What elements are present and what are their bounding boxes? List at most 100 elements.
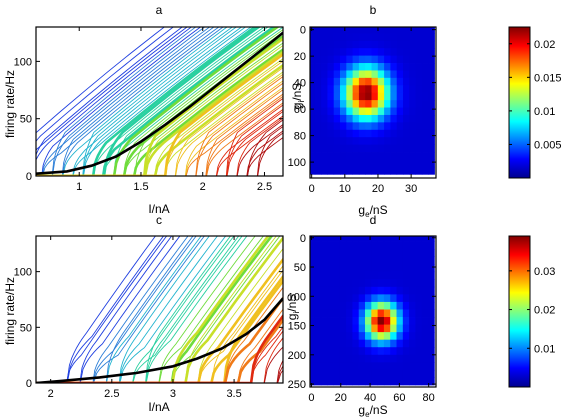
panel-b-cells [310, 27, 435, 175]
panel-b-cell [358, 55, 366, 64]
panel-d-cell [371, 294, 379, 303]
panel-d-cell [352, 236, 360, 242]
panel-d-cell [314, 377, 322, 386]
panel-b-cell [346, 85, 354, 94]
panel-d-cell [320, 236, 328, 242]
panel-d-cell [358, 324, 366, 333]
panel-d-cell [339, 241, 347, 250]
panel-d-cell [428, 339, 435, 348]
panel-b-cell [415, 77, 423, 86]
panel-d-cell [415, 271, 423, 280]
panel-b-cell [403, 137, 410, 146]
panel-b-cell [352, 152, 360, 160]
panel-b-cell [409, 100, 417, 108]
panel-d-cell [428, 301, 435, 310]
panel-d-cell [327, 347, 334, 356]
panel-b-cell [371, 114, 379, 123]
panel-b-cell [403, 70, 410, 79]
panel-b-cell [409, 85, 417, 94]
panel-c-tuning-curve [36, 236, 283, 383]
panel-d-cell [358, 286, 366, 295]
panel-d-cell [339, 286, 347, 295]
panel-d-cell [409, 279, 416, 288]
panel-d-cell [402, 324, 410, 333]
panel-d-cell [371, 347, 379, 356]
panel-d-xlabel: ge/nS [358, 403, 387, 419]
panel-d-cell [320, 309, 328, 318]
panel-a-tuning-curve [36, 52, 283, 176]
panel-a-line-chart: a 1 1.5 2 2.5 0 50 100 I/nA firing rate/Hz [3, 3, 284, 216]
panel-d-cell [383, 332, 391, 341]
panel-d-cell [428, 256, 435, 265]
panel-d-cell [333, 271, 341, 280]
panel-d-cell [358, 332, 366, 341]
panel-b-cell [403, 122, 410, 131]
panel-d-cell [352, 332, 360, 341]
panel-b-cell [396, 114, 404, 123]
panel-b-cell [365, 122, 372, 131]
panel-d-cell [377, 294, 385, 303]
panel-a-tuning-curve [36, 27, 183, 157]
panel-b-cell [340, 144, 347, 153]
panel-b-cell [403, 63, 410, 71]
panel-a-tuning-curve [36, 27, 266, 176]
panel-d-cell [333, 317, 341, 325]
panel-d-cell [390, 294, 397, 303]
panel-d-cell [352, 256, 360, 265]
panel-d-cell [339, 369, 347, 378]
panel-b-cell [346, 100, 354, 108]
panel-b-cell [421, 114, 429, 123]
panel-b-cell [396, 137, 404, 146]
panel-d-cell [333, 294, 341, 303]
panel-d-ytick-label: 50 [294, 262, 306, 274]
panel-b-cell [340, 166, 347, 175]
panel-a-axes: 1 1.5 2 2.5 0 50 100 [14, 26, 284, 193]
panel-a-tuning-curve [36, 50, 283, 176]
panel-d-cell [371, 324, 379, 333]
panel-b-cell [428, 107, 435, 116]
panel-d-cell [396, 256, 404, 265]
panel-b-cell [390, 92, 398, 101]
panel-c-xtick-label: 3.5 [226, 388, 241, 400]
panel-d-cell [428, 332, 435, 341]
panel-b-cell [403, 129, 410, 138]
panel-b-cell [396, 63, 404, 71]
panel-b-cell [409, 77, 417, 86]
panel-d-cell [327, 256, 334, 265]
panel-a-title: a [156, 3, 163, 17]
panel-d-cell [352, 317, 360, 325]
panel-d-cell [396, 301, 404, 310]
panel-d-cell [333, 301, 341, 310]
panel-d-cell [358, 294, 366, 303]
panel-d-cell [390, 362, 397, 371]
panel-b-cell [415, 166, 423, 175]
panel-d-cell [383, 362, 391, 371]
panel-d-cell [409, 294, 416, 303]
panel-d-cell [390, 241, 397, 250]
panel-b-cell [352, 107, 360, 116]
panel-b-cell [384, 63, 391, 71]
panel-d-cell [383, 236, 391, 242]
panel-d-cell [421, 362, 429, 371]
panel-d-cell [365, 256, 372, 265]
panel-d-cell [390, 309, 397, 318]
panel-d-cell [320, 286, 328, 295]
panel-d-ytick-label: 0 [300, 233, 306, 245]
panel-b-cell [352, 92, 360, 101]
panel-b-cell [365, 159, 372, 168]
panel-d-cell [339, 377, 347, 386]
panel-d-cell [327, 324, 334, 333]
panel-d-cell [327, 354, 334, 363]
panel-c-curves [36, 236, 283, 383]
panel-b-cell [428, 144, 435, 153]
panel-d-cell [339, 309, 347, 318]
panel-b-ytick-label: 60 [294, 104, 306, 116]
panel-a-tuning-curve [36, 27, 206, 176]
panel-a-tuning-curve [36, 27, 283, 176]
panel-d-cell [365, 264, 372, 273]
panel-a-tuning-curve [36, 27, 197, 176]
panel-d-cell [409, 286, 416, 295]
panel-d-cell [339, 339, 347, 348]
panel-d-cell [339, 256, 347, 265]
